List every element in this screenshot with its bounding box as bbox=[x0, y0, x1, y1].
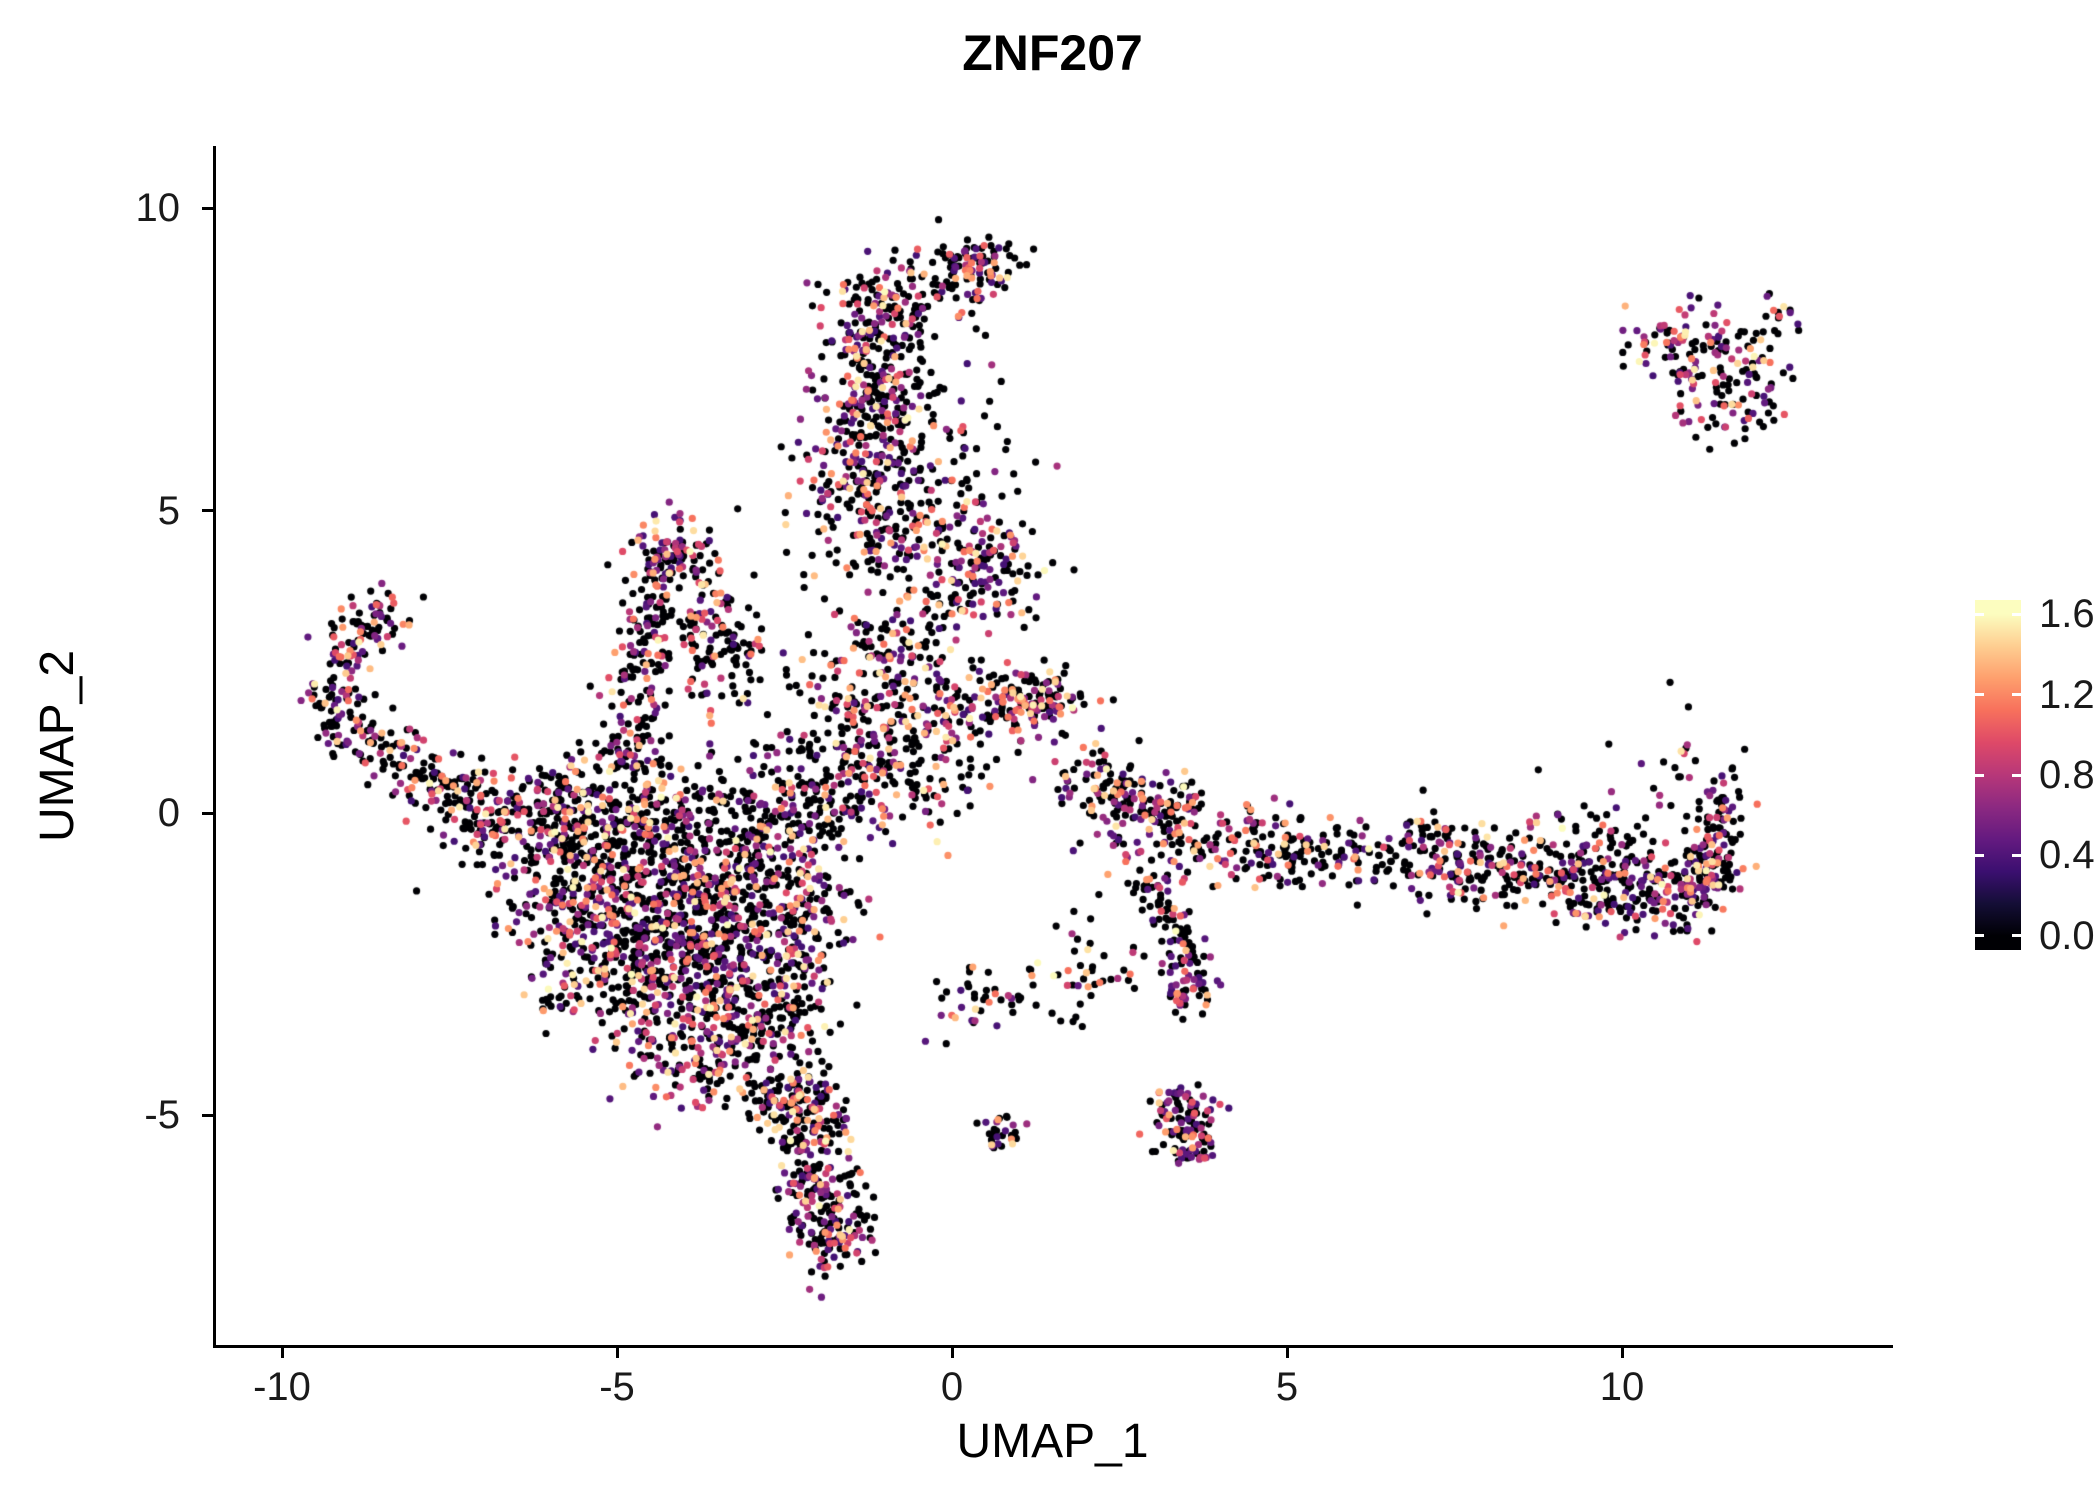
y-tick-mark bbox=[202, 206, 215, 210]
colorbar-tick-mark bbox=[2012, 853, 2021, 857]
colorbar-tick-label: 1.2 bbox=[2039, 672, 2095, 717]
x-tick-mark bbox=[950, 1345, 954, 1358]
y-tick-label: 10 bbox=[135, 186, 181, 231]
x-axis-line bbox=[213, 1345, 1893, 1348]
x-tick-label: -10 bbox=[253, 1365, 311, 1409]
x-tick-mark bbox=[1285, 1345, 1289, 1358]
x-tick-label: 0 bbox=[940, 1365, 964, 1409]
colorbar-tick-label: 0.8 bbox=[2039, 753, 2095, 797]
x-tick-mark bbox=[1620, 1345, 1624, 1358]
colorbar-tick-mark bbox=[1975, 853, 1984, 857]
colorbar-tick-mark bbox=[1975, 612, 1984, 616]
y-tick-label: -5 bbox=[144, 1093, 180, 1138]
colorbar-tick-label: 1.6 bbox=[2039, 592, 2095, 637]
y-tick-mark bbox=[202, 509, 215, 513]
y-axis-title: UMAP_2 bbox=[31, 649, 84, 843]
x-axis-title: UMAP_1 bbox=[956, 1415, 1149, 1468]
colorbar-tick-mark bbox=[2012, 612, 2021, 616]
x-tick-label: -5 bbox=[599, 1365, 635, 1409]
x-tick-mark bbox=[615, 1345, 619, 1358]
y-tick-mark bbox=[202, 1113, 215, 1117]
x-tick-mark bbox=[280, 1345, 284, 1358]
colorbar-tick-mark bbox=[2012, 773, 2021, 777]
y-tick-label: 5 bbox=[157, 488, 180, 533]
colorbar-tick-mark bbox=[2012, 693, 2021, 697]
y-tick-label: 0 bbox=[157, 791, 180, 835]
y-axis-line bbox=[213, 146, 216, 1348]
colorbar-tick-mark bbox=[1975, 773, 1984, 777]
colorbar-tick-label: 0.0 bbox=[2039, 913, 2095, 958]
colorbar-tick-mark bbox=[1975, 693, 1984, 697]
plot-title: ZNF207 bbox=[962, 25, 1143, 81]
colorbar-tick-label: 0.4 bbox=[2039, 833, 2095, 878]
colorbar-tick-mark bbox=[2012, 934, 2021, 938]
x-tick-label: 5 bbox=[1275, 1365, 1299, 1409]
colorbar-tick-mark bbox=[1975, 934, 1984, 938]
y-tick-mark bbox=[202, 811, 215, 815]
x-tick-label: 10 bbox=[1599, 1365, 1645, 1409]
